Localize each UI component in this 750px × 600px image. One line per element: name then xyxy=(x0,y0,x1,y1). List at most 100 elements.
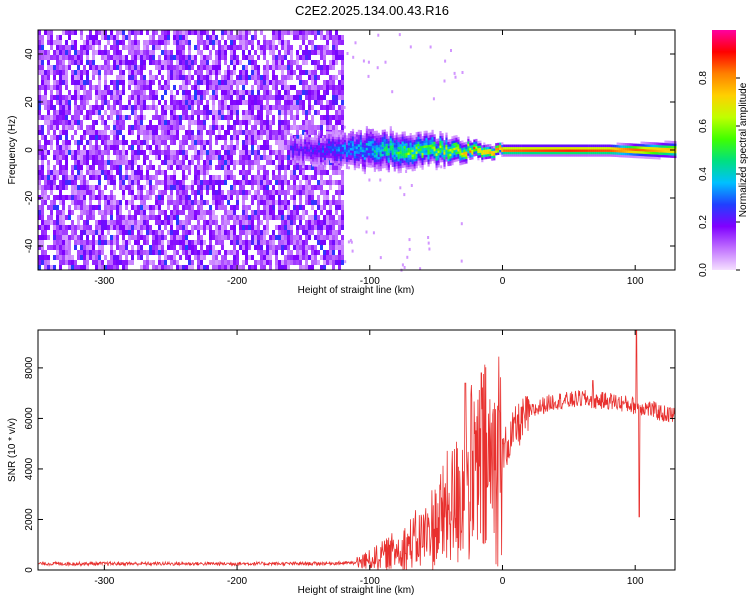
heatmap-cell xyxy=(107,35,110,40)
heatmap-cell xyxy=(224,250,227,255)
heatmap-cell xyxy=(310,156,313,160)
spectrogram-heatmap xyxy=(38,30,677,272)
heatmap-cell xyxy=(146,30,149,35)
heatmap-cell xyxy=(179,45,182,50)
heatmap-cell xyxy=(176,185,179,190)
heatmap-cell xyxy=(353,141,356,144)
heatmap-cell xyxy=(345,152,349,155)
heatmap-cell xyxy=(155,125,158,130)
heatmap-cell xyxy=(263,190,266,195)
heatmap-cell xyxy=(203,65,206,70)
heatmap-cell xyxy=(65,110,68,115)
heatmap-cell xyxy=(447,146,450,150)
heatmap-cell xyxy=(56,100,59,105)
heatmap-cell xyxy=(173,130,176,135)
heatmap-cell xyxy=(77,250,80,255)
heatmap-cell xyxy=(53,195,56,200)
heatmap-cell xyxy=(173,210,176,215)
heatmap-cell xyxy=(479,147,482,151)
heatmap-cell xyxy=(427,164,430,167)
heatmap-cell xyxy=(326,160,329,163)
heatmap-cell xyxy=(399,139,402,142)
heatmap-cell xyxy=(316,144,319,148)
heatmap-cell xyxy=(391,145,394,148)
heatmap-cell xyxy=(272,250,275,255)
heatmap-cell xyxy=(230,260,233,265)
heatmap-cell xyxy=(191,130,194,135)
heatmap-cell xyxy=(77,60,80,65)
heatmap-cell xyxy=(314,60,317,65)
heatmap-cell xyxy=(284,265,287,270)
heatmap-cell xyxy=(218,265,221,270)
heatmap-cell xyxy=(56,70,59,75)
heatmap-cell xyxy=(242,210,245,215)
heatmap-cell xyxy=(365,159,368,163)
heatmap-cell xyxy=(284,85,287,90)
heatmap-cell xyxy=(47,165,50,170)
heatmap-cell xyxy=(227,120,230,125)
heatmap-cell xyxy=(399,168,402,171)
heatmap-cell xyxy=(455,144,458,148)
heatmap-cell xyxy=(140,85,143,90)
heatmap-cell xyxy=(489,151,492,154)
heatmap-cell xyxy=(417,141,420,144)
heatmap-cell xyxy=(200,190,203,195)
heatmap-cell xyxy=(185,235,188,240)
heatmap-cell xyxy=(200,75,203,80)
heatmap-cell xyxy=(149,135,152,140)
heatmap-cell xyxy=(361,166,364,169)
heatmap-cell xyxy=(393,142,396,146)
heatmap-cell xyxy=(83,105,86,110)
heatmap-cell xyxy=(53,170,56,175)
heatmap-cell xyxy=(305,260,308,265)
heatmap-cell xyxy=(170,265,173,270)
heatmap-cell xyxy=(439,145,442,148)
heatmap-cell xyxy=(170,130,173,135)
heatmap-cell xyxy=(230,40,233,45)
heatmap-cell xyxy=(179,150,182,155)
heatmap-cell xyxy=(131,230,134,235)
heatmap-cell xyxy=(227,220,230,225)
heatmap-cell xyxy=(483,154,486,158)
heatmap-cell xyxy=(86,110,89,115)
heatmap-cell xyxy=(236,135,239,140)
heatmap-cell xyxy=(143,220,146,225)
heatmap-cell xyxy=(89,40,92,45)
heatmap-cell xyxy=(212,175,215,180)
heatmap-cell xyxy=(164,255,167,260)
heatmap-cell xyxy=(116,75,119,80)
heatmap-cell xyxy=(245,100,248,105)
heatmap-cell xyxy=(194,90,197,95)
heatmap-cell xyxy=(56,230,59,235)
heatmap-cell xyxy=(393,149,396,153)
heatmap-cell xyxy=(137,80,140,85)
heatmap-cell xyxy=(359,144,362,148)
heatmap-cell xyxy=(44,145,47,150)
heatmap-cell xyxy=(74,160,77,165)
heatmap-cell xyxy=(170,55,173,60)
heatmap-cell xyxy=(113,105,116,110)
heatmap-cell xyxy=(324,140,327,144)
heatmap-cell xyxy=(290,133,293,136)
heatmap-cell xyxy=(314,245,317,250)
heatmap-cell xyxy=(326,50,329,55)
heatmap-cell xyxy=(224,195,227,200)
heatmap-cell xyxy=(287,70,290,75)
heatmap-cell xyxy=(453,154,456,158)
heatmap-cell xyxy=(427,236,430,239)
heatmap-cell xyxy=(417,155,420,159)
heatmap-cell xyxy=(224,155,227,160)
heatmap-cell xyxy=(292,140,295,144)
heatmap-cell xyxy=(326,180,329,185)
heatmap-cell xyxy=(332,40,335,45)
heatmap-cell xyxy=(389,126,392,129)
heatmap-cell xyxy=(239,155,242,160)
heatmap-cell xyxy=(345,144,349,148)
heatmap-cell xyxy=(337,132,341,135)
heatmap-cell xyxy=(332,60,335,65)
heatmap-cell xyxy=(377,137,380,141)
heatmap-cell xyxy=(47,170,50,175)
heatmap-cell xyxy=(179,165,182,170)
heatmap-cell xyxy=(143,215,146,220)
heatmap-cell xyxy=(314,137,317,141)
